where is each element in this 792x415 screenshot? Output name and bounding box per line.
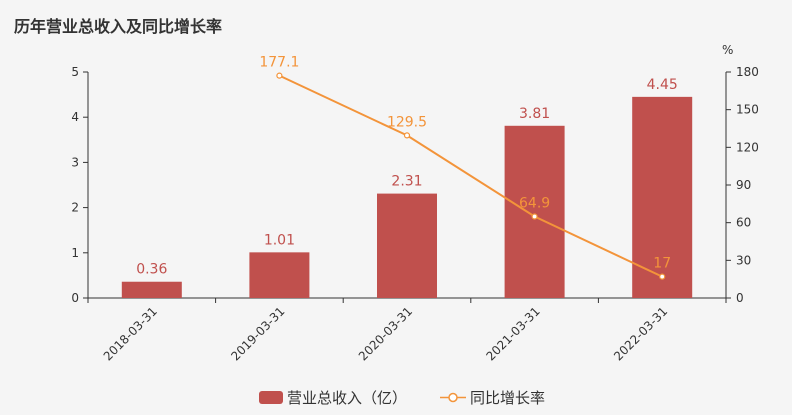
revenue-bar xyxy=(504,125,565,299)
left-tick-label: 4 xyxy=(71,110,79,124)
growth-rate-label: 17 xyxy=(653,256,671,272)
legend-line-marker xyxy=(448,392,458,403)
line-series xyxy=(276,72,666,280)
data-labels: 0.36 1.01 2.31 3.81 4.45 177.1 129.5 64.9 17 xyxy=(136,55,678,278)
growth-rate-point xyxy=(531,213,538,220)
revenue-bar-label: 1.01 xyxy=(264,232,295,248)
revenue-bar-label: 2.31 xyxy=(391,174,422,190)
legend-bar-swatch xyxy=(259,391,283,404)
right-tick-label: 0 xyxy=(736,291,744,305)
revenue-bar-label: 0.36 xyxy=(136,262,167,278)
right-tick-label: 180 xyxy=(736,65,759,79)
growth-rate-label: 64.9 xyxy=(519,196,550,212)
right-axis-unit: % xyxy=(722,43,733,57)
revenue-bar xyxy=(121,281,182,298)
left-tick-label: 2 xyxy=(71,201,79,215)
legend-bar-label: 营业总收入（亿） xyxy=(287,389,407,407)
left-tick-label: 1 xyxy=(71,246,79,260)
right-tick-label: 60 xyxy=(736,216,751,230)
left-tick-label: 0 xyxy=(71,291,79,305)
right-tick-label: 150 xyxy=(736,103,759,117)
growth-rate-point xyxy=(403,132,411,139)
right-tick-label: 120 xyxy=(736,140,759,154)
growth-rate-label: 177.1 xyxy=(259,55,299,71)
left-tick-label: 5 xyxy=(71,65,79,79)
chart-title: 历年营业总收入及同比增长率 xyxy=(14,17,222,36)
bar-series xyxy=(121,96,693,299)
revenue-bar xyxy=(249,252,310,298)
growth-rate-line xyxy=(278,74,663,278)
left-tick-label: 3 xyxy=(71,155,79,169)
legend: 营业总收入（亿） 同比增长率 xyxy=(259,389,545,407)
revenue-bar xyxy=(377,193,437,298)
growth-rate-point xyxy=(276,72,283,79)
revenue-bar-label: 4.45 xyxy=(647,77,678,93)
legend-line-label: 同比增长率 xyxy=(470,389,545,407)
revenue-bar-label: 3.81 xyxy=(519,106,550,122)
revenue-bar xyxy=(632,96,693,298)
right-tick-label: 90 xyxy=(736,178,751,192)
growth-rate-point xyxy=(659,273,666,280)
right-tick-label: 30 xyxy=(736,253,751,267)
growth-rate-label: 129.5 xyxy=(387,114,427,130)
